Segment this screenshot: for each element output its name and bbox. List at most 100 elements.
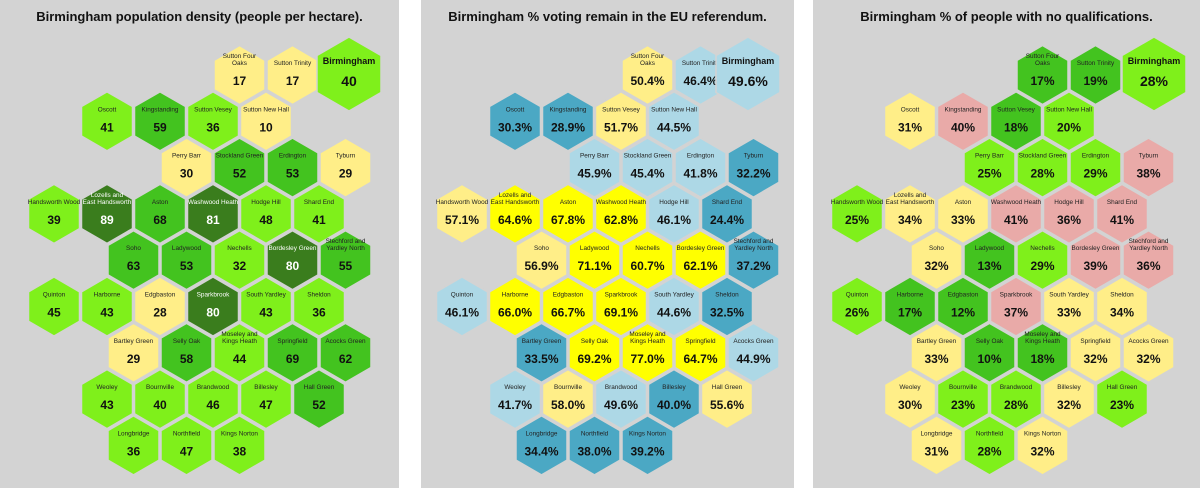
ward-value: 62.1% [683,259,717,273]
ward-value: 29% [1030,259,1054,273]
ward-value: 30.3% [498,120,532,134]
ward-hex-shape [936,90,990,152]
ward-value: 47 [259,398,273,412]
ward-name: Perry Barr [975,153,1005,160]
ward-hex-shape [1069,137,1122,198]
ward-name: Stockland Green [216,153,264,160]
ward-hex: Sparkbrook 37% [989,276,1043,337]
ward-name: Weoley [504,384,526,391]
ward-hex: Billesley 40.0% [647,368,701,430]
ward-hex: Quinton 26% [830,276,884,337]
ward-hex-shape [883,183,937,245]
ward-hex: Springfield 64.7% [674,322,727,384]
ward-hex: Ladywood 13% [963,229,1016,291]
ward-hex-shape [594,276,648,337]
ward-hex: Northfield 47 [160,415,213,476]
ward-name: Edgbaston [553,292,584,299]
ward-hex: Bordesley Green 62.1% [674,229,727,291]
ward-value: 45.9% [577,167,611,181]
ward-value: 77.0% [630,352,664,366]
ward-hex: Kingstanding 28.9% [541,90,595,152]
ward-name: Sutton Four [223,53,257,60]
ward-name: Sheldon [307,292,331,299]
ward-hex-shape [830,183,884,245]
ward-value: 58.0% [551,398,585,412]
ward-value: 55 [339,259,353,273]
ward-hex-shape [647,368,701,430]
ward-name: Oscott [98,106,117,113]
ward-hex: Bartley Green 29 [107,322,160,384]
ward-value: 44 [233,352,247,366]
ward-hex-shape [1016,137,1069,198]
ward-value: 41 [312,213,326,227]
ward-name: Stockland Green [1019,153,1067,160]
ward-name: Moseley and [221,331,258,338]
ward-name: Sutton New Hall [1046,106,1092,113]
ward-hex-shape [883,368,937,430]
ward-name: Moseley and [1024,331,1061,338]
ward-hex: Selly Oak 69.2% [568,322,621,384]
ward-name: South Yardley [246,292,286,299]
ward-hex-shape [213,137,266,198]
ward-value: 43 [100,398,114,412]
overall-hex: Birmingham 49.6% [715,36,781,112]
ward-hex: Brandwood 46 [186,368,240,430]
ward-name: Kings Heath [1025,338,1060,345]
ward-value: 71.1% [577,259,611,273]
ward-hex-shape [674,322,727,384]
ward-hex: Soho 56.9% [515,229,568,291]
ward-name: Erdington [687,153,715,160]
ward-name: Ladywood [172,245,202,252]
ward-name: Oscott [506,106,525,113]
ward-hex: Weoley 43 [80,368,134,430]
ward-hex-shape [1016,322,1069,384]
ward-name: Kings Heath [630,338,665,345]
ward-name: Kings Norton [221,430,258,437]
ward-hex-shape [1122,229,1175,291]
ward-value: 81 [206,213,220,227]
ward-hex: Northfield 38.0% [568,415,621,476]
ward-hex-shape [133,183,187,245]
map-title: Birmingham population density (people pe… [36,9,363,24]
ward-hex: Billesley 47 [239,368,293,430]
ward-hex: Bartley Green 33.5% [515,322,568,384]
ward-name: Bartley Green [114,338,154,345]
ward-value: 58 [180,352,194,366]
ward-hex-shape [319,137,372,198]
ward-value: 26% [845,306,869,320]
ward-value: 28.9% [551,120,585,134]
ward-hex: Weoley 41.7% [488,368,542,430]
ward-hex: Perry Barr 45.9% [568,137,621,198]
ward-hex-shape [910,415,963,476]
ward-value: 68 [153,213,167,227]
ward-value: 28% [977,444,1001,458]
ward-hex: Weoley 30% [883,368,937,430]
ward-hex-shape [963,322,1016,384]
ward-hex-shape [541,90,595,152]
ward-hex-shape [647,183,701,245]
ward-value: 66.0% [498,306,532,320]
ward-name: Soho [929,245,944,252]
ward-hex: Quinton 46.1% [435,276,489,337]
ward-name: Harborne [502,292,529,299]
ward-hex: Sutton New Hall 44.5% [647,90,701,152]
ward-name: Washwood Heath [991,199,1042,206]
ward-hex: Stockland Green 45.4% [621,137,674,198]
ward-hex: Erdington 53 [266,137,319,198]
ward-hex-shape [1016,415,1069,476]
ward-hex-shape [80,183,134,245]
ward-name: Acocks Green [1128,338,1169,345]
ward-name: Nechells [635,245,660,252]
ward-hex-shape [27,276,81,337]
ward-value: 55.6% [710,398,744,412]
ward-hex-shape [621,229,674,291]
ward-hex: Acocks Green 44.9% [727,322,780,384]
ward-name: Billesley [662,384,686,391]
ward-value: 48 [259,213,273,227]
ward-name: Tyburn [1139,153,1159,160]
ward-hex: Harborne 43 [80,276,134,337]
ward-hex: Longbridge 34.4% [515,415,568,476]
ward-hex-shape [568,415,621,476]
